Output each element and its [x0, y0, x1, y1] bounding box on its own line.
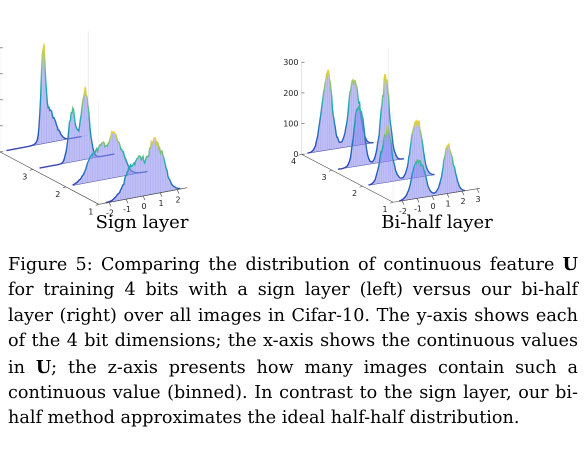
- y-axis-line: [301, 153, 394, 203]
- z-tick-label: 200: [283, 89, 298, 98]
- x-tick-label: -2: [106, 208, 114, 217]
- x-tick-mark: [125, 199, 129, 204]
- x-tick-mark: [401, 200, 405, 205]
- x-axis-line: [392, 188, 481, 203]
- x-tick-label: -2: [399, 207, 407, 216]
- x-tick-label: 1: [158, 199, 163, 208]
- x-tick-label: 2: [175, 196, 180, 205]
- caption-symbol-u-1: U: [562, 254, 579, 275]
- y-axis-line: [0, 151, 99, 205]
- x-tick-mark: [142, 195, 146, 201]
- y-tick-mark: [328, 169, 333, 172]
- x-tick-mark: [159, 192, 163, 197]
- y-tick-mark: [298, 153, 302, 156]
- x-tick-mark: [446, 193, 450, 198]
- z-tick-label: 0: [293, 150, 298, 159]
- x-tick-label: 0: [430, 202, 435, 211]
- caption-text-3: ; the z-axis presents how many images co…: [8, 357, 579, 429]
- figure-number: Figure 5:: [8, 255, 93, 275]
- x-tick-label: 1: [445, 200, 450, 209]
- y-tick-mark: [29, 169, 33, 171]
- y-tick-mark: [359, 185, 363, 188]
- x-tick-label: -1: [123, 205, 131, 214]
- x-tick-mark: [431, 195, 435, 201]
- ribbon-edge-bit-1: [105, 137, 181, 204]
- x-tick-label: 0: [141, 202, 146, 211]
- x-tick-label: 3: [475, 195, 480, 204]
- ribbon-edge-bit-1: [398, 143, 465, 202]
- x-tick-mark: [476, 188, 480, 193]
- subcaption-bi-half-layer: Bi-half layer: [381, 212, 493, 233]
- y-tick-mark: [62, 186, 66, 189]
- y-tick-label: 3: [22, 172, 27, 181]
- y-tick-label: 1: [382, 205, 387, 214]
- figure-caption: Figure 5: Comparing the distribution of …: [8, 252, 578, 432]
- x-tick-label: -1: [414, 204, 422, 213]
- x-tick-mark: [176, 189, 180, 194]
- y-tick-label: 1: [88, 207, 93, 216]
- caption-text-1: Comparing the distribution of continuous…: [100, 255, 555, 275]
- y-tick-label: 3: [321, 173, 326, 182]
- subcaption-sign-layer: Sign layer: [95, 212, 189, 233]
- bi-half-layer-chart: 0 100 200 300 1 2 3 4 -2 -1 0 1 2 3: [283, 48, 481, 216]
- z-tick-label: 100: [283, 120, 298, 129]
- ribbon-fill-bit-1: [399, 143, 465, 202]
- caption-text-2: for training 4 bits with a sign layer (l…: [8, 280, 578, 378]
- x-tick-label: 2: [460, 197, 465, 206]
- x-tick-mark: [461, 191, 465, 196]
- y-tick-label: 2: [352, 189, 357, 198]
- bi-half-layer-marks: 0 100 200 300 1 2 3 4 -2 -1 0 1 2 3: [283, 48, 481, 216]
- z-tick-label: 300: [283, 58, 298, 67]
- y-tick-mark: [389, 201, 394, 204]
- ribbon-edge-bit-2: [368, 119, 435, 186]
- x-tick-mark: [108, 202, 112, 207]
- ribbon-edge-bit-3: [337, 73, 405, 170]
- caption-symbol-u-2: U: [35, 356, 52, 378]
- y-tick-mark: [95, 204, 99, 206]
- x-tick-mark: [416, 198, 420, 203]
- bi-half-layer-plot: 0 100 200 300 1 2 3 4 -2 -1 0 1 2 3: [283, 0, 585, 216]
- y-tick-label: 4: [291, 157, 296, 166]
- y-tick-label: 2: [55, 190, 60, 199]
